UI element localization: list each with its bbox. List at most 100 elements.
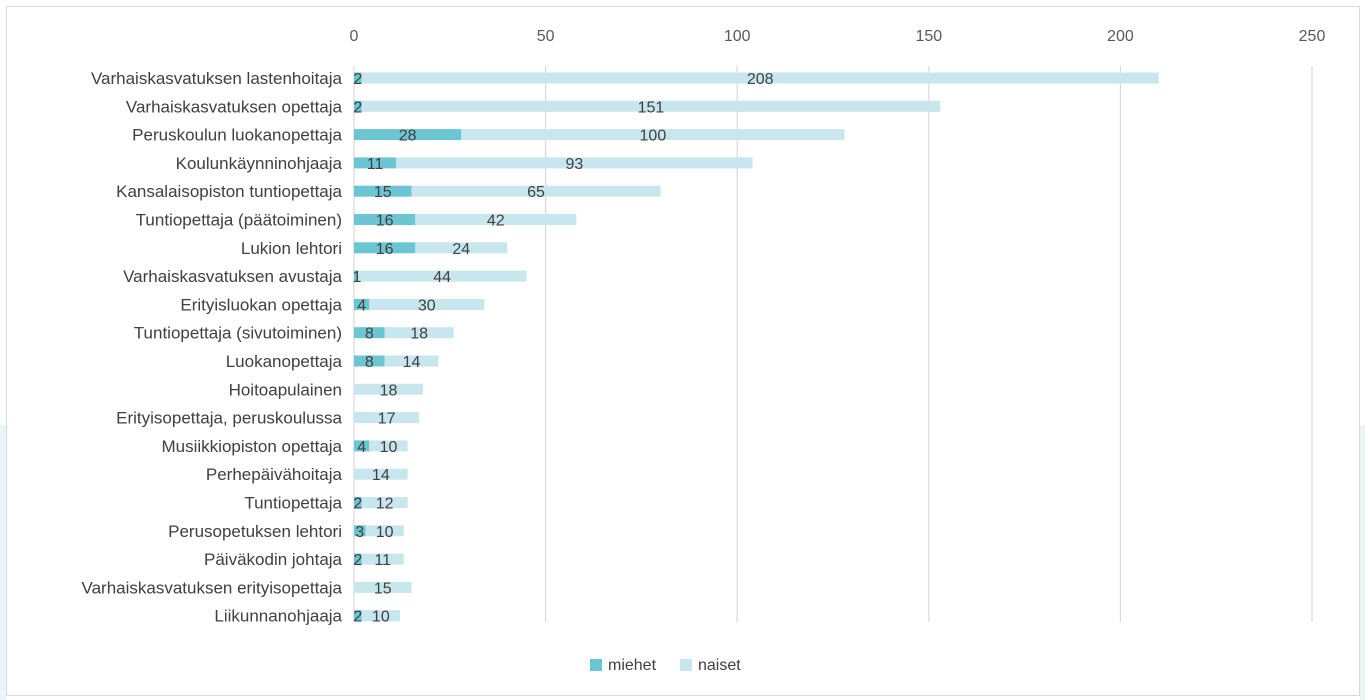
value-label-miehet: 2 [353, 71, 362, 88]
bar-naiset [354, 412, 420, 424]
bar-naiset [461, 129, 845, 141]
bar-miehet [354, 610, 362, 622]
value-label-miehet: 1 [353, 269, 362, 286]
value-label-naiset: 17 [378, 411, 396, 428]
value-label-miehet: 8 [365, 354, 374, 371]
category-label: Hoitoapulainen [229, 380, 342, 399]
bar-naiset [361, 553, 404, 565]
bar-miehet [354, 214, 416, 225]
bar-naiset [384, 327, 454, 339]
bars [354, 72, 1159, 622]
value-label-naiset: 10 [372, 609, 390, 626]
bar-naiset [384, 355, 439, 367]
bar-naiset [361, 100, 941, 112]
bar-miehet [354, 497, 362, 508]
legend-swatch-naiset [680, 659, 692, 671]
value-label-miehet: 8 [365, 326, 374, 343]
value-label-naiset: 14 [372, 467, 390, 484]
bar-miehet [354, 327, 385, 339]
value-label-miehet: 15 [374, 184, 392, 201]
category-label: Liikunnanohjaaja [214, 607, 342, 626]
category-label: Luokanopettaja [226, 352, 343, 371]
value-label-naiset: 65 [527, 184, 545, 201]
category-label: Kansalaisopiston tuntiopettaja [116, 182, 342, 201]
category-label: Erityisopettaja, peruskoulussa [116, 409, 342, 428]
value-label-naiset: 12 [376, 496, 394, 513]
x-tick-label: 0 [350, 28, 359, 45]
value-label-naiset: 42 [487, 213, 505, 230]
bar-miehet [354, 525, 366, 537]
bar-miehet [354, 72, 362, 84]
bar-miehet [354, 298, 370, 310]
value-label-naiset: 151 [638, 99, 665, 116]
legend: miehet naiset [590, 657, 741, 674]
bar-naiset [354, 581, 412, 593]
category-label: Varhaiskasvatuksen lastenhoitaja [91, 69, 343, 88]
value-label-naiset: 11 [374, 552, 391, 569]
bar-naiset [361, 72, 1159, 84]
value-label-naiset: 208 [747, 71, 774, 88]
x-tick-label: 50 [537, 28, 555, 45]
bar-naiset [415, 214, 577, 225]
value-label-miehet: 2 [353, 99, 362, 116]
value-label-naiset: 14 [403, 354, 421, 371]
category-label: Päiväkodin johtaja [204, 550, 343, 569]
value-label-naiset: 18 [380, 382, 398, 399]
bar-naiset [365, 525, 404, 537]
bar-miehet [354, 553, 362, 565]
bar-naiset [396, 157, 753, 169]
category-labels: Varhaiskasvatuksen lastenhoitaja Varhaisk… [82, 69, 343, 626]
x-tick-label: 200 [1107, 28, 1134, 45]
value-label-naiset: 93 [565, 156, 583, 173]
x-tick-label: 100 [724, 28, 751, 45]
category-label: Perusopetuksen lehtori [168, 522, 342, 541]
bar-naiset [415, 242, 508, 254]
bar-miehet [354, 355, 385, 367]
bar-miehet [354, 440, 370, 452]
value-label-naiset: 30 [418, 297, 436, 314]
value-label-miehet: 2 [353, 552, 362, 569]
value-label-miehet: 4 [357, 439, 366, 456]
bar-miehet [354, 242, 416, 254]
value-label-naiset: 15 [374, 580, 392, 597]
bar-miehet [354, 270, 358, 282]
category-label: Lukion lehtori [241, 239, 342, 258]
bar-naiset [369, 440, 408, 452]
value-label-miehet: 16 [376, 213, 394, 230]
category-label: Perhepäivähoitaja [206, 465, 343, 484]
bar-naiset [354, 383, 423, 395]
value-label-naiset: 100 [640, 128, 667, 145]
value-label-naiset: 10 [376, 524, 394, 541]
category-label: Varhaiskasvatuksen avustaja [123, 267, 342, 286]
x-axis-ticks: 0 50 100 150 200 250 [350, 28, 1326, 45]
gridlines [353, 66, 1313, 622]
legend-label-naiset: naiset [698, 657, 741, 674]
category-label: Koulunkäynninohjaaja [176, 154, 343, 173]
bar-miehet [354, 157, 397, 169]
bar-naiset [361, 497, 408, 508]
bar-miehet [354, 129, 462, 141]
x-tick-label: 150 [915, 28, 942, 45]
value-label-naiset: 10 [380, 439, 398, 456]
category-label: Tuntiopettaja (päätoiminen) [136, 211, 342, 230]
category-label: Varhaiskasvatuksen opettaja [126, 97, 343, 116]
value-label-miehet: 2 [353, 496, 362, 513]
bar-naiset [361, 610, 400, 622]
category-label: Erityisluokan opettaja [180, 295, 342, 314]
category-label: Tuntiopettaja (sivutoiminen) [134, 324, 342, 343]
value-label-naiset: 18 [410, 326, 428, 343]
value-label-miehet: 3 [355, 524, 364, 541]
chart-frame [6, 6, 1360, 696]
value-label-naiset: 44 [433, 269, 451, 286]
category-label: Peruskoulun luokanopettaja [132, 126, 342, 145]
value-label-miehet: 2 [353, 609, 362, 626]
value-label-miehet: 11 [367, 156, 384, 173]
bar-naiset [369, 298, 485, 310]
x-tick-label: 250 [1299, 28, 1326, 45]
value-label-naiset: 24 [452, 241, 470, 258]
value-label-miehet: 16 [376, 241, 394, 258]
value-label-miehet: 28 [399, 128, 417, 145]
legend-swatch-miehet [590, 659, 602, 671]
